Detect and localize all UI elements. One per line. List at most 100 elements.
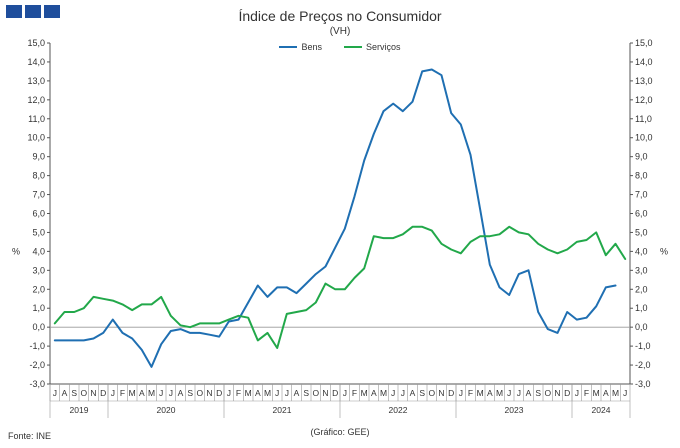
x-tick-label: J [343,388,347,398]
x-tick-label: M [612,388,619,398]
y-tick-label-right: 6,0 [635,209,648,219]
legend-label-servicos: Serviços [366,42,401,52]
year-label: 2019 [70,405,89,415]
x-tick-label: J [169,388,173,398]
legend-item-bens: Bens [279,42,322,52]
x-tick-label: J [275,388,279,398]
x-tick-label: J [517,388,521,398]
year-label: 2022 [389,405,408,415]
legend-label-bens: Bens [301,42,322,52]
y-tick-label-right: -1,0 [635,341,651,351]
y-tick-label-right: 1,0 [635,303,648,313]
legend-swatch-servicos [344,46,362,48]
chart-subtitle: (VH) [329,26,351,37]
x-tick-label: S [71,388,77,398]
y-tick-label-left: 12,0 [27,95,45,105]
x-tick-label: D [564,388,570,398]
x-tick-label: M [129,388,136,398]
y-tick-label-left: 1,0 [32,303,45,313]
x-tick-label: S [303,388,309,398]
x-tick-label: A [294,388,300,398]
chart-credit: (Gráfico: GEE) [310,427,370,437]
y-tick-label-left: 0,0 [32,322,45,332]
x-tick-label: A [178,388,184,398]
logo-block [6,5,22,18]
y-tick-label-left: 11,0 [28,114,45,124]
x-tick-label: J [227,388,231,398]
x-tick-label: M [245,388,252,398]
legend-item-servicos: Serviços [344,42,401,52]
logo-block [25,5,41,18]
y-tick-label-left: 13,0 [27,76,45,86]
year-label: 2020 [157,405,176,415]
x-tick-label: D [216,388,222,398]
y-tick-label-right: 8,0 [635,171,648,181]
y-tick-label-left: 5,0 [32,227,45,237]
x-tick-label: F [584,388,589,398]
x-tick-label: N [322,388,328,398]
chart-title: Índice de Preços no Consumidor [238,8,442,24]
x-tick-label: M [148,388,155,398]
x-tick-label: A [487,388,493,398]
y-tick-label-left: 2,0 [32,284,45,294]
y-tick-label-right: 11,0 [635,114,652,124]
x-tick-label: F [468,388,473,398]
x-tick-label: N [206,388,212,398]
x-tick-label: A [62,388,68,398]
y-tick-label-left: 8,0 [32,171,45,181]
y-tick-label-right: -3,0 [635,379,651,389]
x-tick-label: M [361,388,368,398]
y-tick-label-right: 5,0 [635,227,648,237]
y-tick-label-right: 2,0 [635,284,648,294]
y-tick-label-right: -2,0 [635,360,651,370]
x-tick-label: F [120,388,125,398]
y-tick-label-right: 12,0 [635,95,653,105]
y-tick-label-left: 3,0 [32,265,45,275]
x-tick-label: A [603,388,609,398]
x-tick-label: S [535,388,541,398]
x-tick-label: M [380,388,387,398]
x-tick-label: N [90,388,96,398]
y-tick-label-right: 10,0 [635,133,653,143]
x-tick-label: A [371,388,377,398]
y-tick-label-left: 7,0 [32,190,45,200]
y-tick-label-left: -2,0 [29,360,45,370]
y-tick-label-left: 14,0 [27,57,45,67]
y-tick-label-left: 15,0 [27,38,45,48]
y-axis-label-left: % [12,246,20,256]
y-tick-label-left: 10,0 [27,133,45,143]
x-tick-label: O [197,388,204,398]
x-tick-label: A [526,388,532,398]
x-tick-label: O [429,388,436,398]
x-tick-label: D [332,388,338,398]
x-tick-label: O [313,388,320,398]
x-tick-label: D [448,388,454,398]
x-tick-label: J [391,388,395,398]
x-tick-label: M [496,388,503,398]
x-tick-label: A [255,388,261,398]
x-tick-label: M [477,388,484,398]
x-tick-label: A [410,388,416,398]
y-tick-label-right: 15,0 [635,38,653,48]
y-tick-label-right: 4,0 [635,246,648,256]
x-tick-label: N [438,388,444,398]
y-tick-label-right: 14,0 [635,57,653,67]
x-tick-label: J [285,388,289,398]
logo [6,5,60,18]
y-tick-label-left: 6,0 [32,209,45,219]
logo-block [44,5,60,18]
y-axis-label-right: % [660,246,668,256]
x-tick-label: J [623,388,627,398]
y-tick-label-left: 9,0 [32,152,45,162]
x-tick-label: J [159,388,163,398]
source-note: Fonte: INE [8,431,52,441]
y-tick-label-left: -1,0 [29,341,45,351]
legend-swatch-bens [279,46,298,48]
y-tick-label-right: 7,0 [635,190,648,200]
series-line-servicos [53,225,627,349]
year-label: 2023 [505,405,524,415]
y-tick-label-right: 9,0 [635,152,648,162]
series-line-bens [53,68,617,368]
x-tick-label: J [575,388,579,398]
